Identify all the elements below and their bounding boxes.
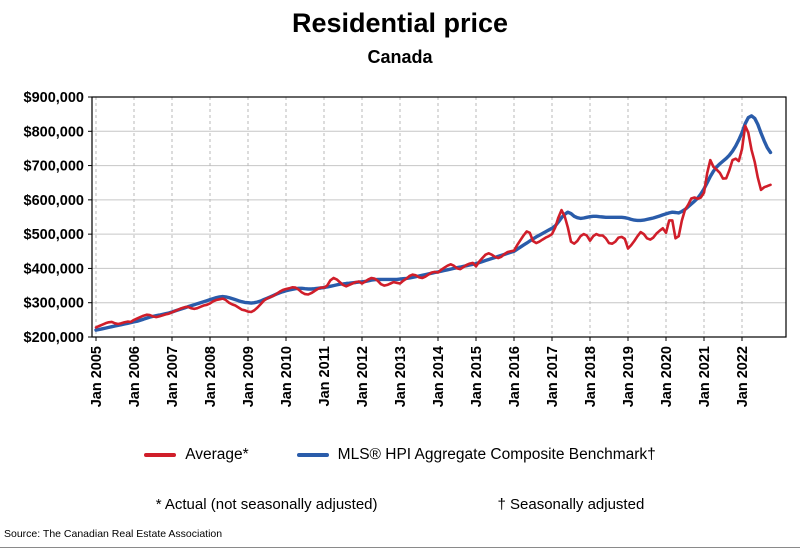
- x-axis-label: Jan 2007: [165, 346, 181, 407]
- x-axis-label: Jan 2012: [355, 346, 371, 407]
- x-axis-label: Jan 2009: [241, 346, 257, 407]
- y-axis-label: $700,000: [24, 159, 84, 175]
- x-axis-label: Jan 2015: [469, 346, 485, 407]
- x-axis-label: Jan 2011: [317, 346, 333, 406]
- x-axis-label: Jan 2005: [89, 346, 105, 407]
- x-axis-label: Jan 2006: [127, 346, 143, 407]
- y-axis-label: $400,000: [24, 261, 84, 277]
- legend-item-average: Average*: [144, 446, 249, 464]
- y-axis-label: $900,000: [24, 90, 84, 106]
- footnotes: * Actual (not seasonally adjusted) † Sea…: [0, 496, 800, 513]
- y-axis-label: $200,000: [24, 330, 84, 346]
- legend: Average* MLS® HPI Aggregate Composite Be…: [0, 446, 800, 464]
- chart-subtitle: Canada: [367, 47, 433, 67]
- x-axis-label: Jan 2019: [621, 346, 637, 407]
- x-axis-label: Jan 2016: [507, 346, 523, 407]
- y-axis-label: $800,000: [24, 124, 84, 140]
- series-line-average: [94, 124, 772, 329]
- source-attribution: Source: The Canadian Real Estate Associa…: [4, 528, 223, 540]
- legend-label-benchmark: MLS® HPI Aggregate Composite Benchmark†: [337, 446, 656, 463]
- x-axis-label: Jan 2008: [203, 346, 219, 407]
- footnote-seasonal: † Seasonally adjusted: [497, 496, 645, 513]
- average-line-swatch: [144, 453, 177, 457]
- x-axis-label: Jan 2022: [735, 346, 751, 407]
- x-axis-label: Jan 2020: [659, 346, 675, 407]
- legend-item-benchmark: MLS® HPI Aggregate Composite Benchmark†: [296, 446, 656, 464]
- x-axis-label: Jan 2013: [393, 346, 409, 407]
- plot-border: [91, 96, 787, 338]
- x-axis-label: Jan 2014: [431, 346, 447, 407]
- y-axis-label: $600,000: [24, 193, 84, 209]
- legend-label-average: Average*: [185, 446, 249, 463]
- benchmark-line-swatch: [296, 453, 329, 457]
- y-axis-label: $300,000: [24, 296, 84, 312]
- chart-title: Residential price: [291, 8, 509, 38]
- footnote-actual: * Actual (not seasonally adjusted): [155, 496, 378, 513]
- x-axis-label: Jan 2018: [583, 346, 599, 407]
- x-axis-label: Jan 2021: [697, 346, 713, 407]
- x-axis-label: Jan 2010: [279, 346, 295, 407]
- x-axis-label: Jan 2017: [545, 346, 561, 407]
- y-axis-label: $500,000: [24, 227, 84, 243]
